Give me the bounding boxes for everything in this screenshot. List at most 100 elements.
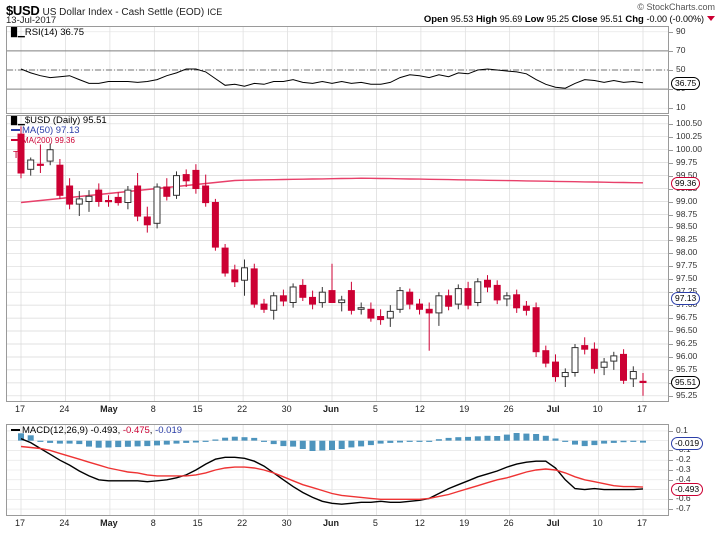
- price-axis-label: 98.75: [676, 208, 698, 219]
- price-legend-ma50: MA(50) 97.13: [22, 125, 80, 136]
- symbol-description: US Dollar Index - Cash Settle (EOD): [42, 7, 205, 18]
- symbol-line: $USD US Dollar Index - Cash Settle (EOD) I…: [6, 2, 222, 20]
- x-axis-lower-label: Jul: [546, 518, 560, 528]
- open-value: 95.53: [450, 14, 474, 24]
- last-price-badge: 95.51: [671, 376, 701, 390]
- x-axis-lower-label: 19: [459, 518, 470, 528]
- macd-axis-label: -0.4: [676, 473, 691, 484]
- x-axis-upper-label: 22: [237, 404, 248, 414]
- rsi-axis-tick: [669, 50, 673, 52]
- rsi-axis-label: 70: [676, 44, 686, 55]
- macd-axis-label: -0.1: [676, 444, 691, 455]
- macd-swatch-icon: [11, 429, 20, 431]
- price-axis-label: 96.50: [676, 325, 698, 335]
- price-axis-label: 98.50: [676, 221, 698, 232]
- x-axis-lower-label: 5: [372, 518, 378, 528]
- x-axis-upper-label: 30: [281, 404, 292, 414]
- ma50-swatch-icon: [11, 129, 20, 131]
- x-axis-lower-label: 8: [150, 518, 156, 528]
- price-axis-label: 96.75: [676, 312, 698, 323]
- rsi-axis-label: 30: [676, 83, 686, 94]
- x-axis-lower-label: 10: [592, 518, 603, 528]
- x-axis-upper-label: Jul: [546, 404, 560, 414]
- price-legend-ma200: MA(200) 99.36: [22, 136, 75, 145]
- symbol-ticker[interactable]: $USD: [6, 3, 40, 18]
- rsi-axis-label: 90: [676, 25, 686, 36]
- price-axis-tick: [669, 162, 673, 164]
- price-axis-tick: [669, 318, 673, 320]
- macd-axis-label: 0.1: [676, 424, 688, 435]
- price-axis-label: 98.00: [676, 247, 698, 258]
- high-value: 95.69: [499, 14, 523, 24]
- x-axis-lower: 17 24 May 8 15 22 30 Jun 5 12 19 26 Jul 10 17: [6, 517, 669, 531]
- x-axis-lower-label: 24: [59, 518, 70, 528]
- ma50-value-badge: 97.13: [671, 292, 701, 306]
- x-axis-upper-label: 5: [372, 404, 378, 414]
- price-axis-label: 98.25: [676, 234, 698, 245]
- x-axis-lower-label: Jun: [322, 518, 340, 528]
- price-axis-tick: [669, 253, 673, 255]
- x-axis-upper-label: May: [100, 404, 118, 414]
- price-axis-tick: [669, 201, 673, 203]
- price-axis-label: 99.00: [676, 195, 698, 206]
- rsi-axis-tick: [669, 108, 673, 110]
- chart-header: $USD US Dollar Index - Cash Settle (EOD) I…: [0, 0, 720, 26]
- quote-bar: Open 95.53 High 95.69 Low 95.25 Close 95…: [424, 14, 715, 25]
- price-axis-tick: [669, 214, 673, 216]
- price-axis-label: 99.75: [676, 156, 698, 167]
- x-axis-upper-label: 15: [192, 404, 203, 414]
- low-label: Low: [524, 14, 544, 25]
- price-axis-tick: [669, 331, 673, 332]
- price-axis-tick: [669, 240, 673, 242]
- macd-axis-tick: [669, 479, 673, 481]
- macd-axis-tick: [669, 450, 673, 452]
- macd-hist-value: -0.019: [155, 425, 183, 436]
- x-axis-lower-label: 15: [192, 518, 203, 528]
- macd-legend: MACD(12,26,9) -0.493, -0.475, -0.019: [11, 425, 182, 436]
- price-plot: [7, 116, 668, 401]
- price-axis-tick: [669, 292, 673, 294]
- ma200-swatch-icon: [11, 139, 20, 141]
- price-axis-tick: [669, 266, 673, 268]
- rsi-legend-text: RSI(14) 36.75: [24, 27, 84, 38]
- macd-plot: [7, 425, 668, 515]
- price-legend: ▉▁$USD (Daily) 95.51 MA(50) 97.13 MA(200…: [11, 116, 107, 146]
- macd-y-axis: 0.1 -0.1 -0.2 -0.3 -0.4 -0.6 -0.7 -0.019 -0.493: [669, 424, 720, 516]
- price-axis-tick: [669, 175, 673, 177]
- ma200-value-badge: 99.36: [671, 176, 701, 190]
- chart-annotation-icon: T: [13, 150, 20, 161]
- price-legend-ma50-row: MA(50) 97.13: [11, 126, 107, 136]
- price-axis-label: 96.00: [676, 351, 698, 361]
- price-axis-label: 100.25: [676, 130, 702, 141]
- price-axis-tick: [669, 123, 673, 125]
- rsi-plot: [7, 27, 668, 113]
- rsi-panel: ▉▁RSI(14) 36.75: [6, 26, 669, 114]
- open-label: Open: [423, 14, 449, 25]
- price-axis-label: 99.50: [676, 169, 698, 180]
- price-axis-tick: [669, 188, 673, 190]
- macd-axis-label: -0.6: [676, 493, 691, 504]
- macd-hist-badge: -0.019: [671, 436, 704, 450]
- price-axis-label: 100.50: [676, 117, 702, 128]
- x-axis-upper-label: 26: [503, 404, 514, 414]
- rsi-axis-label: 10: [676, 102, 686, 113]
- price-axis-tick: [669, 279, 673, 281]
- price-axis-label: 99.25: [676, 182, 698, 193]
- price-axis-label: 97.25: [676, 286, 698, 297]
- x-axis-upper: 17 24 May 8 15 22 30 Jun 5 12 19 26 Jul 10 17: [6, 403, 669, 417]
- down-triangle-icon: [707, 16, 715, 21]
- price-axis-tick: [669, 395, 673, 397]
- x-axis-lower-label: 22: [237, 518, 248, 528]
- symbol-exchange: ICE: [207, 7, 223, 17]
- close-value: 95.51: [600, 14, 623, 24]
- price-axis-label: 100.00: [676, 143, 702, 154]
- macd-axis-label: -0.3: [676, 464, 691, 474]
- macd-axis-tick: [669, 499, 673, 501]
- macd-axis-label: -0.7: [676, 503, 691, 514]
- x-axis-upper-label: 24: [59, 404, 70, 414]
- rsi-legend: ▉▁RSI(14) 36.75: [11, 27, 84, 38]
- macd-axis-tick: [669, 470, 673, 471]
- price-axis-label: 95.50: [676, 376, 698, 387]
- x-axis-lower-label: May: [100, 518, 118, 528]
